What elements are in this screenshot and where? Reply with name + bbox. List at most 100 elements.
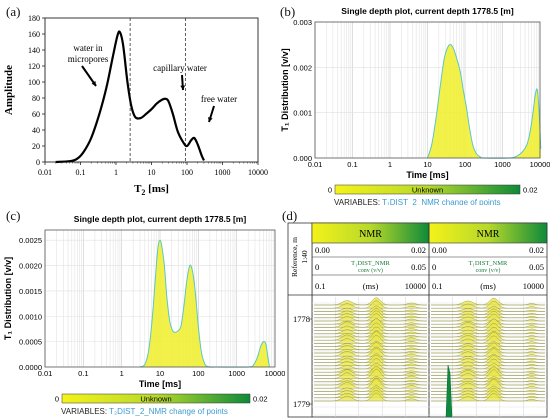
- y-tick-label: 140: [28, 46, 40, 55]
- waveform-trace-right: [431, 308, 545, 315]
- y-tick-label: 40: [32, 126, 40, 135]
- distribution-area: [139, 240, 270, 368]
- waveform-trace-right: [431, 318, 545, 328]
- annotation-micropores: micropores: [68, 54, 109, 64]
- x-axis-label: Time [ms]: [406, 170, 448, 180]
- y-axis-label: T₁ Distribution [v/v]: [280, 48, 290, 131]
- chart-c-t1-distribution: Single depth plot, current depth 1778.5 …: [3, 214, 285, 416]
- waveform-trace-right: [431, 311, 545, 318]
- colorbar-max: 0.02: [253, 395, 268, 404]
- panel-letter-d: (d): [282, 208, 298, 223]
- distribution-area: [427, 44, 541, 159]
- plot-frame: [314, 21, 541, 159]
- x-tick-label: 0.01: [38, 369, 53, 378]
- x-tick-label: 100: [181, 168, 193, 177]
- y-tick-label: 180: [28, 14, 40, 23]
- waveform-trace-left: [314, 387, 427, 395]
- waveform-trace-left: [314, 297, 427, 306]
- arrow-micropores-head: [91, 81, 96, 86]
- waveform-trace-right: [431, 331, 545, 341]
- track-curve-unit: conv (v/v): [476, 267, 501, 274]
- y-tick-label: 0.0000: [19, 363, 42, 372]
- waveform-trace-right: [431, 353, 545, 360]
- reference-column: [287, 222, 313, 418]
- panel-letter-b: (b): [280, 4, 296, 19]
- waveform-trace-left: [314, 378, 427, 389]
- time-min: 0.1: [315, 281, 326, 291]
- scale-max: 0.02: [411, 245, 426, 255]
- y-axis-label: T₁ Distribution [v/v]: [3, 257, 13, 340]
- waveform-trace-left: [314, 335, 427, 344]
- y-tick-label: 0: [36, 158, 40, 167]
- y-tick-label: 0.0025: [19, 236, 42, 245]
- x-tick-label: 0.01: [308, 160, 323, 169]
- track-header-title: NMR: [359, 229, 382, 240]
- waveform-trace-left: [314, 348, 427, 357]
- x-tick-label: 100: [459, 160, 472, 169]
- y-tick-label: 60: [32, 110, 40, 119]
- y-tick-label: 0.002: [293, 63, 312, 72]
- x-tick-label: 0.1: [76, 168, 86, 177]
- annotation-capillary-water: capillary water: [153, 63, 207, 73]
- waveform-trace-left: [314, 326, 427, 334]
- waveform-trace-left: [314, 330, 427, 338]
- colorbar: [334, 184, 521, 195]
- waveform-trace-left: [314, 367, 427, 373]
- waveform-trace-left: [314, 354, 427, 363]
- chart-a-amplitude: 0 20 40 60 80 100 120 140 160 180 0.01 0.1 1 10 100 100…: [3, 14, 268, 197]
- chart-a-plot: 0 20 40 60 80 100 120 140 160 180 0.01 0.1 1 10 100 100…: [3, 14, 268, 197]
- waveform-trace-left: [314, 368, 427, 379]
- time-unit: (ms): [363, 281, 379, 291]
- track-max: 0.05: [411, 262, 426, 272]
- track-max: 0.05: [529, 262, 544, 272]
- colorbar-min: 0: [328, 186, 332, 195]
- x-tick-label: 10000: [248, 168, 268, 177]
- y-tick-label: 0.001: [293, 109, 312, 118]
- arrow-capillary-head: [180, 85, 186, 90]
- waveform-trace-right: [431, 358, 545, 366]
- x-tick-label: 100: [192, 369, 205, 378]
- nmr-log-tracks: Reference, m 1:40 NMR 0.00 0.02 0 T₁DIST_NMRco…: [287, 222, 548, 418]
- x-tick-label: 10: [156, 369, 164, 378]
- arrow-free-water-head: [208, 117, 213, 122]
- track-curve-name: T₁DIST_NMR: [351, 260, 390, 267]
- annotation-free-water: free water: [201, 94, 237, 104]
- distribution-edge: [427, 44, 542, 159]
- waveform-trace-left: [314, 305, 427, 312]
- log-body: [312, 297, 547, 418]
- track-min: 0: [432, 262, 436, 272]
- time-max: 10000: [405, 281, 426, 291]
- x-tick-label: 10: [423, 160, 431, 169]
- x-axis-label: T2 [ms]: [134, 183, 169, 197]
- waveform-trace-left: [314, 346, 427, 354]
- waveform-trace-left: [314, 392, 427, 402]
- track-curve-unit: conv (v/v): [358, 267, 383, 274]
- y-tick-label: 0.0020: [19, 262, 42, 271]
- plot-frame: [44, 229, 276, 368]
- x-tick-label: 10000: [265, 369, 285, 378]
- waveform-trace-right: [431, 306, 545, 312]
- waveform-trace-right: [431, 323, 545, 331]
- variables-label: VARIABLES: T₂DIST_2_NMR change of points: [61, 407, 228, 416]
- waveform-trace-right: [431, 342, 545, 350]
- waveform-trace-left: [314, 310, 427, 318]
- distribution-edge: [139, 239, 271, 368]
- y-tick-label: 100: [28, 78, 40, 87]
- track-curve-name: T₁DIST_NMR: [469, 260, 508, 267]
- x-tick-label: 1: [114, 168, 118, 177]
- x-axis-label: Time [ms]: [139, 379, 181, 389]
- waveform-trace-right: [431, 298, 545, 306]
- y-axis-label: Amplitude: [3, 65, 15, 115]
- log-track-group: Reference, m 1:40 NMR 0.00 0.02 0 T₁DIST_NMRco…: [287, 222, 548, 418]
- waveform-trace-left: [314, 300, 427, 309]
- time-unit: (ms): [480, 281, 496, 291]
- x-tick-label: 1: [388, 160, 392, 169]
- scale-min: 0.00: [315, 245, 330, 255]
- waveform-trace-left: [314, 318, 427, 328]
- waveform-trace-left: [314, 322, 427, 331]
- waveform-trace-left: [314, 365, 427, 376]
- y-tick-label: 0.0015: [19, 287, 42, 296]
- x-tick-label: 10: [148, 168, 156, 177]
- waveform-trace-right: [431, 355, 545, 363]
- chart-b-plot: Single depth plot, current depth 1778.5 …: [280, 6, 550, 205]
